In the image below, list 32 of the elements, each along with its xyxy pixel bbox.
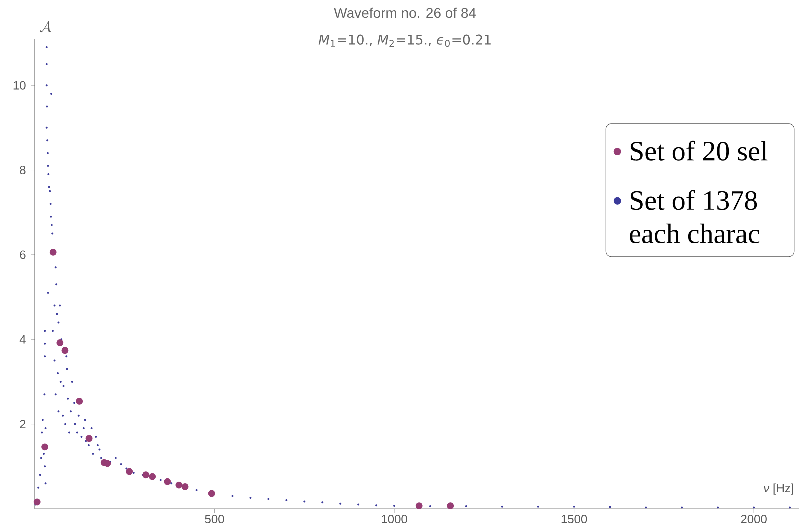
x-tick-label: 2000 — [741, 515, 767, 524]
point — [176, 482, 183, 489]
point — [86, 435, 93, 442]
x-tick-label: 1000 — [382, 515, 408, 524]
point — [142, 472, 150, 479]
point — [42, 444, 49, 451]
point — [164, 478, 172, 486]
point — [56, 340, 64, 346]
point — [76, 398, 84, 405]
x-axis-title: ν [Hz] — [764, 484, 794, 495]
point — [182, 484, 189, 490]
x-tick-label: 500 — [205, 515, 224, 524]
y-tick-label: 4 — [20, 335, 26, 344]
y-tick-label: 2 — [20, 420, 26, 429]
point — [126, 468, 134, 476]
x-tick-label: 1500 — [562, 515, 588, 524]
legend-label: Set of 20 sel — [630, 140, 768, 161]
y-tick-label: 8 — [20, 166, 26, 175]
point — [50, 248, 57, 256]
point — [104, 460, 112, 468]
text: M$_{1}$=10., M$_{2}$=15., ϵ$_{0}$=0.21 — [318, 34, 491, 48]
point — [208, 490, 216, 498]
y-tick-label: 6 — [20, 250, 26, 260]
point — [34, 498, 41, 506]
point — [62, 347, 69, 354]
y-axis-title: $\mathcal{A}$ — [40, 21, 52, 33]
point — [447, 502, 454, 510]
point — [149, 473, 156, 480]
point — [416, 502, 423, 510]
y-tick-label: 10 — [14, 81, 26, 90]
chart-title: Waveform no. 26 of 84 — [334, 8, 476, 18]
legend-label: Set of 1378 each charac — [630, 190, 760, 244]
